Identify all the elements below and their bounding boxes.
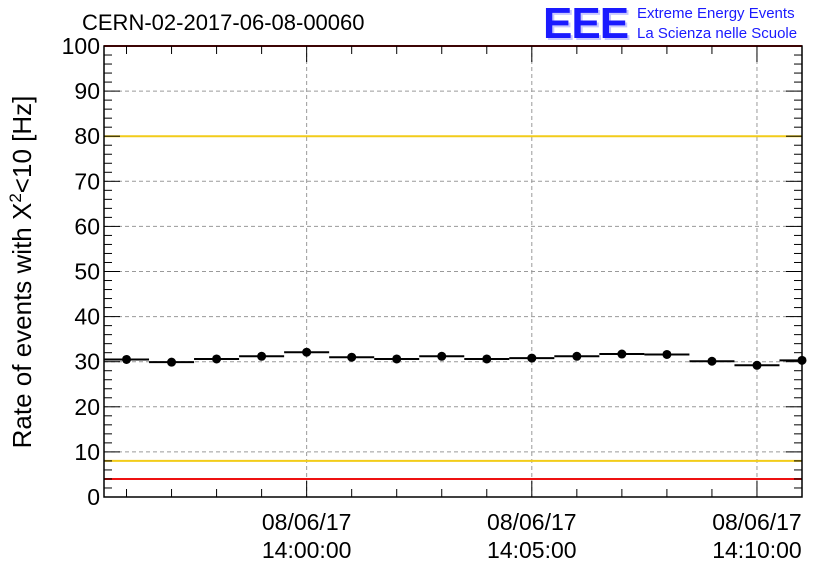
grid-layer <box>104 46 802 497</box>
y-tick-label: 70 <box>74 168 100 194</box>
data-point <box>167 357 177 367</box>
x-tick-label-time: 14:10:00 <box>712 537 802 563</box>
data-point <box>617 349 627 359</box>
data-point <box>437 351 447 361</box>
y-tick-label: 10 <box>74 439 100 465</box>
y-tick-label: 100 <box>62 33 100 59</box>
axes: 010203040506070809010008/06/1714:00:0008… <box>62 33 803 563</box>
logo-line-1: Extreme Energy Events <box>637 5 795 22</box>
y-axis-label: Rate of events with X2<10 [Hz] <box>6 96 37 449</box>
data-point <box>797 355 807 365</box>
data-point <box>302 347 312 357</box>
data-point <box>572 351 582 361</box>
y-tick-label: 40 <box>74 304 100 330</box>
data-point <box>392 354 402 364</box>
data-point <box>527 353 537 363</box>
data-point <box>707 356 717 366</box>
x-tick-label-time: 14:05:00 <box>487 537 577 563</box>
run-title: CERN-02-2017-06-08-00060 <box>82 10 365 35</box>
y-tick-label: 50 <box>74 259 100 285</box>
eee-logo: EEE <box>543 0 629 48</box>
data-point <box>257 351 267 361</box>
data-point <box>482 354 492 364</box>
plot-frame <box>103 45 803 498</box>
data-point <box>662 349 672 359</box>
logo-caption: Extreme Energy Events La Scienza nelle S… <box>637 4 797 44</box>
data-point <box>122 354 132 364</box>
logo-line-2: La Scienza nelle Scuole <box>637 25 798 42</box>
data-point <box>212 354 222 364</box>
x-tick-label-date: 08/06/17 <box>262 509 352 535</box>
y-tick-label: 80 <box>74 123 100 149</box>
data-point <box>347 352 357 362</box>
y-tick-label: 90 <box>74 78 100 104</box>
data-series <box>104 347 807 370</box>
y-tick-label: 20 <box>74 394 100 420</box>
y-tick-label: 0 <box>87 484 100 510</box>
data-point <box>752 360 762 370</box>
reference-lines <box>104 45 802 480</box>
x-tick-label-date: 08/06/17 <box>712 509 802 535</box>
x-tick-label-date: 08/06/17 <box>487 509 577 535</box>
y-tick-label: 30 <box>74 349 100 375</box>
y-tick-label: 60 <box>74 213 100 239</box>
x-tick-label-time: 14:00:00 <box>262 537 352 563</box>
